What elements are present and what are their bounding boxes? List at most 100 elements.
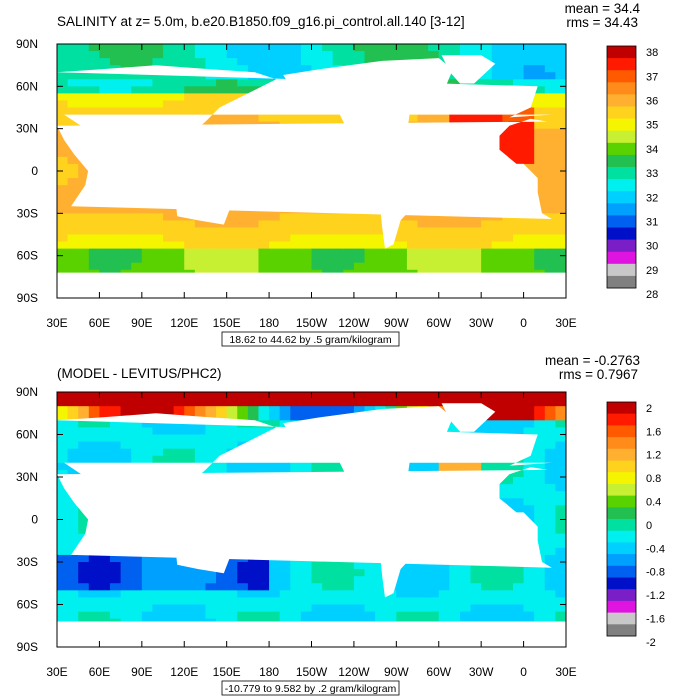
field-cell [237, 51, 249, 59]
field-cell [544, 533, 556, 542]
field-cell [332, 51, 344, 59]
field-cell [99, 604, 111, 613]
field-cell [523, 58, 535, 66]
field-cell [512, 248, 525, 257]
field-cell [491, 604, 503, 613]
field-cell [184, 448, 196, 457]
field-cell [131, 569, 143, 577]
field-cell [67, 51, 79, 59]
field-cell [88, 576, 101, 584]
field-cell [555, 448, 566, 457]
field-cell [57, 576, 69, 584]
field-cell [300, 597, 313, 606]
field-cell [110, 554, 122, 563]
field-cell [194, 107, 207, 116]
field-cell [173, 79, 185, 87]
field-cell [67, 163, 79, 172]
field-cell [544, 171, 556, 179]
field-cell [141, 227, 154, 236]
field-cell [534, 392, 546, 400]
field-cell [459, 241, 472, 250]
field-cell [57, 206, 69, 214]
field-cell [184, 569, 196, 577]
field-cell [120, 420, 132, 429]
field-cell [534, 611, 546, 620]
field-cell [57, 100, 69, 109]
field-cell [194, 427, 207, 436]
field-cell [375, 241, 387, 250]
field-cell [555, 171, 566, 179]
field-cell [258, 227, 270, 236]
field-cell [343, 406, 355, 414]
x-tick-label: 120W [338, 665, 370, 679]
field-cell [152, 44, 164, 52]
field-cell [120, 58, 132, 66]
field-cell [544, 93, 556, 102]
field-cell [449, 44, 461, 52]
field-cell [141, 455, 154, 464]
field-cell [226, 227, 238, 236]
field-cell [88, 554, 101, 563]
field-cell [534, 58, 546, 66]
field-cell [163, 255, 175, 264]
field-cell [57, 86, 69, 94]
field-cell [99, 399, 111, 407]
field-cell [512, 227, 525, 236]
field-cell [194, 227, 207, 236]
field-cell [226, 597, 238, 606]
field-cell [247, 51, 260, 59]
field-cell [88, 413, 101, 421]
field-cell [216, 604, 228, 613]
field-cell [258, 51, 270, 59]
field-cell [481, 248, 493, 257]
field-cell [152, 562, 164, 570]
field-cell [459, 590, 472, 599]
field-cell [396, 248, 408, 257]
field-cell [110, 420, 122, 429]
field-cell [544, 248, 556, 257]
field-cell [364, 241, 376, 250]
field-cell [502, 590, 514, 599]
field-cell [353, 597, 366, 606]
x-tick-label: 90E [131, 665, 152, 679]
field-cell [311, 413, 323, 421]
field-cell [57, 192, 69, 200]
field-cell [88, 406, 101, 414]
field-cell [502, 427, 514, 436]
field-cell [184, 399, 196, 407]
field-cell [258, 220, 270, 229]
field-cell [555, 498, 566, 506]
field-cell [534, 192, 546, 200]
field-cell [184, 234, 196, 243]
field-cell [163, 611, 175, 620]
colorbar-frame [606, 401, 637, 637]
field-cell [279, 392, 291, 400]
field-cell [78, 107, 90, 116]
field-cell [502, 248, 514, 257]
field-cell [396, 611, 408, 620]
field-cell [67, 533, 79, 542]
field-cell [311, 248, 323, 257]
field-cell [279, 611, 291, 620]
field-cell [57, 554, 69, 563]
field-cell [364, 227, 376, 236]
field-cell [88, 255, 101, 264]
field-cell [141, 392, 154, 400]
field-cell [396, 392, 408, 400]
field-cell [544, 441, 556, 450]
field-cell [216, 448, 228, 457]
field-cell [247, 597, 260, 606]
field-cell [173, 93, 185, 102]
field-cell [269, 569, 281, 577]
field-cell [502, 406, 514, 414]
field-cell [534, 512, 546, 521]
field-cell [428, 234, 440, 243]
field-cell [57, 519, 69, 528]
field-cell [194, 248, 207, 257]
field-cell [300, 58, 313, 66]
field-cell [438, 255, 450, 264]
field-cell [88, 590, 101, 599]
field-cell [375, 576, 387, 584]
field-cell [523, 491, 535, 499]
x-tick-label: 30W [469, 316, 494, 330]
